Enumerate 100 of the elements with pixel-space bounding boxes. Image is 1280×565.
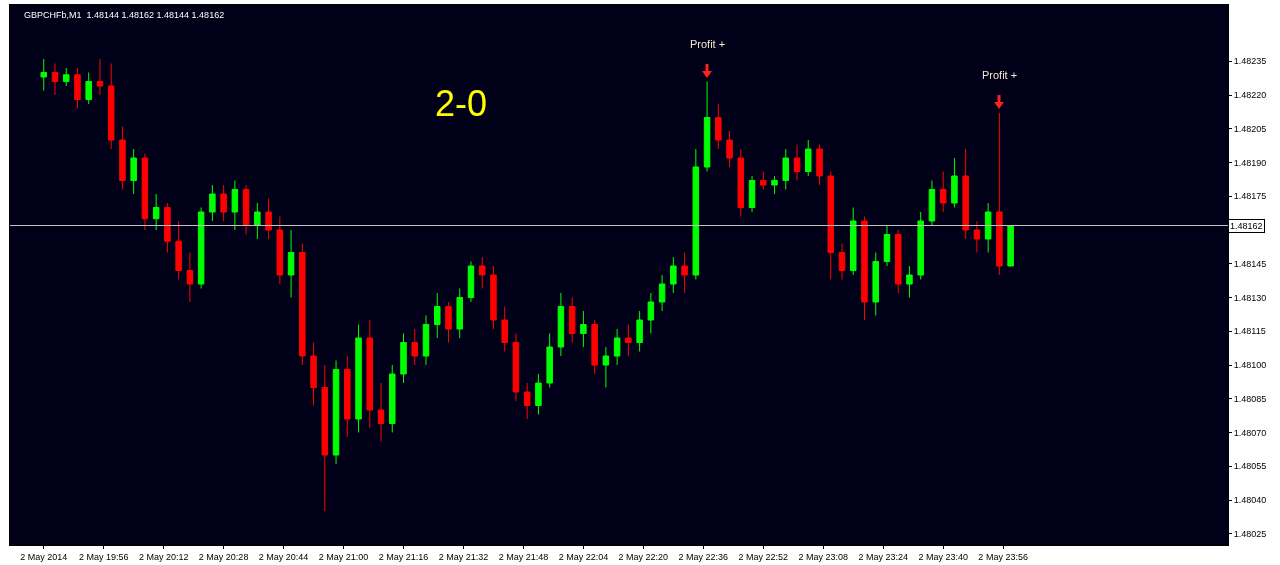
- candlestick: [433, 292, 441, 339]
- annotation: Profit +: [690, 38, 726, 50]
- x-tick-label: 2 May 21:16: [378, 551, 429, 562]
- candlestick: [838, 243, 846, 280]
- candlestick: [422, 315, 430, 366]
- candlestick: [996, 112, 1003, 276]
- candlestick: [62, 67, 70, 87]
- candlestick: [872, 252, 879, 316]
- candlestick: [861, 216, 868, 321]
- candlestick: [591, 319, 598, 375]
- candlestick: [445, 301, 452, 343]
- candlestick: [164, 202, 171, 253]
- candlestick: [310, 342, 317, 406]
- x-tick-label: 2 May 23:24: [858, 551, 908, 562]
- candlestick: [726, 130, 733, 168]
- candlestick: [917, 211, 924, 280]
- candlestick: [321, 364, 329, 512]
- candlestick: [546, 333, 553, 388]
- x-tick-label: 2 May 23:56: [978, 551, 1028, 562]
- candlestick: [523, 382, 531, 420]
- candlestick: [366, 319, 374, 429]
- x-tick-label: 2 May 21:48: [498, 551, 549, 562]
- candlestick: [389, 364, 396, 433]
- y-tick-label: 1.48220: [1233, 90, 1267, 101]
- y-tick-label: 1.48025: [1233, 528, 1267, 539]
- candlestick: [467, 261, 475, 303]
- x-tick-label: 2 May 20:44: [258, 551, 309, 562]
- candlestick: [602, 346, 610, 388]
- candlestick: [962, 148, 969, 240]
- candlestick: [658, 274, 666, 312]
- candlestick: [647, 292, 655, 334]
- candlestick: [74, 67, 81, 109]
- candlestick: [299, 243, 306, 366]
- x-tick-label: 2 May 21:32: [438, 551, 489, 562]
- x-tick-label: 2 May 19:56: [78, 551, 129, 562]
- x-tick-label: 2 May 22:04: [558, 551, 609, 562]
- candlestick: [782, 148, 790, 190]
- candlestick: [141, 153, 149, 231]
- candlestick: [557, 292, 565, 357]
- candlestick: [939, 171, 947, 213]
- candlestick: [973, 220, 981, 253]
- candlestick: [715, 103, 722, 150]
- candlestick: [613, 328, 621, 366]
- x-tick-label: 2 May 20:28: [198, 551, 249, 562]
- x-tick-label: 2 May 22:36: [678, 551, 729, 562]
- candlestick: [332, 360, 340, 465]
- y-tick-label: 1.48235: [1233, 56, 1267, 67]
- candlestick: [231, 180, 239, 231]
- y-tick-label: 1.48205: [1233, 123, 1267, 134]
- candlestick: [883, 225, 891, 267]
- candlestick: [152, 193, 160, 231]
- candlestick: [535, 373, 542, 415]
- candlestick: [681, 252, 688, 294]
- candlestick: [456, 288, 463, 339]
- candlestick: [827, 171, 834, 280]
- candlestick: [40, 58, 47, 91]
- x-tick-label: 2 May 21:00: [318, 551, 369, 562]
- annotation: Profit +: [982, 69, 1018, 81]
- candlestick: [107, 63, 115, 150]
- candlestick: [771, 175, 778, 195]
- candlestick: [490, 265, 497, 330]
- candlestick: [512, 333, 520, 402]
- y-tick-label: 1.48130: [1233, 292, 1267, 303]
- candlestick: [906, 265, 913, 298]
- y-tick-label: 1.48100: [1233, 360, 1267, 371]
- candlestick: [805, 139, 812, 177]
- candlestick: [186, 252, 194, 303]
- x-tick-label: 2 May 23:40: [918, 551, 968, 562]
- y-tick-label: 1.48190: [1233, 157, 1267, 168]
- candlestick: [625, 324, 632, 357]
- y-tick-label: 1.48145: [1233, 258, 1267, 269]
- x-tick-label: 2 May 23:08: [798, 551, 849, 562]
- x-tick-label: 2 May 22:52: [738, 551, 789, 562]
- candlestick: [816, 144, 823, 186]
- candlestick: [254, 202, 261, 240]
- candlestick: [355, 324, 362, 433]
- candlestick: [276, 216, 284, 285]
- candlestick: [130, 148, 137, 195]
- candlestick: [220, 184, 227, 222]
- candlestick: [568, 297, 576, 343]
- x-tick-label: 2 May 22:20: [618, 551, 669, 562]
- candlestick: [1007, 225, 1014, 267]
- candlestick: [984, 202, 992, 253]
- candlestick: [119, 126, 126, 190]
- candlestick: [670, 256, 677, 294]
- candlestick: [400, 333, 407, 384]
- candlestick: [377, 382, 385, 442]
- candlestick: [96, 58, 104, 96]
- candlestick: [692, 148, 700, 280]
- y-tick-label: 1.48055: [1233, 461, 1267, 472]
- y-tick-label: 1.48070: [1233, 427, 1267, 438]
- candlestick: [636, 310, 643, 352]
- candlestick: [411, 328, 419, 366]
- candlestick: [51, 63, 59, 96]
- candlestick: [580, 310, 587, 348]
- candlestick: [197, 207, 205, 289]
- candlestick: [175, 220, 182, 280]
- candlestick: [951, 157, 958, 208]
- candlestick: [265, 198, 272, 240]
- y-tick-label: 1.48085: [1233, 393, 1267, 404]
